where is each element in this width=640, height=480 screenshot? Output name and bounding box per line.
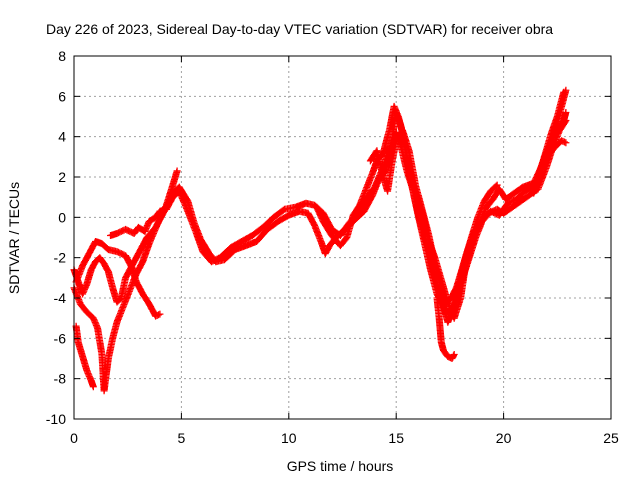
data-series-track-4 <box>72 238 164 320</box>
x-tick-label: 15 <box>388 430 404 446</box>
y-tick-label: -10 <box>46 411 66 427</box>
data-marker-path <box>72 322 97 391</box>
data-marker-path <box>72 238 164 320</box>
y-tick-label: 4 <box>58 129 66 145</box>
plot-frame <box>73 55 612 420</box>
x-tick-label: 5 <box>178 430 186 446</box>
x-tick-label: 0 <box>70 430 78 446</box>
x-tick-label: 20 <box>496 430 512 446</box>
data-marker-path <box>366 127 501 326</box>
data-series-track-8 <box>433 294 458 362</box>
x-tick-label: 25 <box>603 430 619 446</box>
y-tick-label: -2 <box>54 250 67 266</box>
y-axis-label: SDTVAR / TECUs <box>6 182 22 294</box>
y-tick-label: 2 <box>58 169 66 185</box>
data-marker-path <box>530 108 570 197</box>
x-tick-label: 10 <box>281 430 297 446</box>
data-series-track-2 <box>72 322 97 391</box>
chart-title: Day 226 of 2023, Sidereal Day-to-day VTE… <box>46 21 553 37</box>
y-tick-label: -8 <box>54 371 67 387</box>
y-tick-label: 6 <box>58 88 66 104</box>
axis-layer: 0 5 10 15 20 25 -10 -8 -6 -4 -2 0 2 4 6 8 <box>46 48 619 446</box>
data-marker-path <box>433 294 458 362</box>
data-series-track-10 <box>530 108 570 197</box>
x-axis-label: GPS time / hours <box>287 458 394 474</box>
y-tick-label: 8 <box>58 48 66 64</box>
data-layer <box>70 86 570 395</box>
y-tick-label: -6 <box>54 330 67 346</box>
y-tick-label: 0 <box>58 209 66 225</box>
data-series-track-7 <box>366 127 501 326</box>
y-tick-label: -4 <box>54 290 67 306</box>
